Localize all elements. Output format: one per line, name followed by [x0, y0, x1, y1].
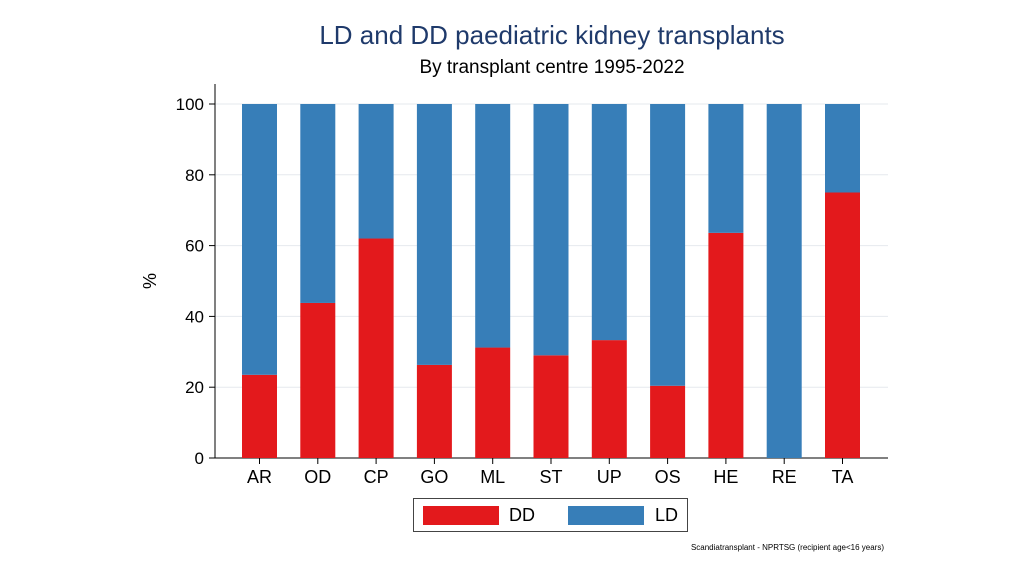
bar-ld-ar — [242, 104, 277, 375]
bar-dd-cp — [358, 238, 394, 458]
x-tick-label-ta: TA — [832, 467, 854, 487]
legend-label-ld: LD — [655, 505, 679, 525]
legend-swatch-ld — [568, 506, 644, 525]
bar-dd-he — [708, 232, 744, 458]
x-tick-label-go: GO — [420, 467, 448, 487]
bar-ld-ta — [825, 104, 860, 193]
bar-ld-re — [766, 104, 802, 458]
bar-ld-st — [533, 104, 569, 356]
y-tick-label-80: 80 — [185, 166, 204, 185]
bar-ld-go — [416, 104, 452, 365]
x-tick-label-ml: ML — [480, 467, 505, 487]
y-tick-label-20: 20 — [185, 378, 204, 397]
bar-dd-os — [650, 385, 686, 458]
bar-ld-cp — [358, 104, 394, 239]
x-tick-label-ar: AR — [247, 467, 272, 487]
bar-ld-up — [591, 104, 627, 341]
bar-dd-od — [300, 302, 336, 458]
source-footnote: Scandiatransplant - NPRTSG (recipient ag… — [690, 543, 884, 552]
x-tick-label-re: RE — [772, 467, 797, 487]
bar-dd-ta — [825, 192, 860, 458]
bar-dd-st — [533, 355, 569, 458]
y-tick-label-0: 0 — [195, 449, 204, 468]
legend-label-dd: DD — [509, 505, 535, 525]
bar-dd-ar — [242, 374, 277, 458]
bar-ld-od — [300, 104, 336, 303]
y-axis-label: % — [140, 273, 160, 289]
y-tick-label-60: 60 — [185, 237, 204, 256]
chart-subtitle: By transplant centre 1995-2022 — [419, 57, 685, 78]
x-tick-label-st: ST — [539, 467, 562, 487]
x-tick-label-cp: CP — [364, 467, 389, 487]
bar-ld-he — [708, 104, 744, 233]
bar-ld-ml — [475, 104, 511, 348]
legend-swatch-dd — [423, 506, 499, 525]
chart-title: LD and DD paediatric kidney transplants — [319, 20, 785, 50]
x-tick-label-od: OD — [304, 467, 331, 487]
x-tick-label-os: OS — [655, 467, 681, 487]
bar-dd-ml — [475, 347, 511, 458]
y-tick-label-40: 40 — [185, 307, 204, 326]
x-tick-label-he: HE — [713, 467, 738, 487]
bar-dd-up — [591, 340, 627, 458]
bar-dd-go — [416, 364, 452, 458]
bar-ld-os — [650, 104, 686, 386]
legend: DD LD — [413, 498, 688, 532]
y-tick-label-100: 100 — [176, 95, 204, 114]
x-tick-label-up: UP — [597, 467, 622, 487]
